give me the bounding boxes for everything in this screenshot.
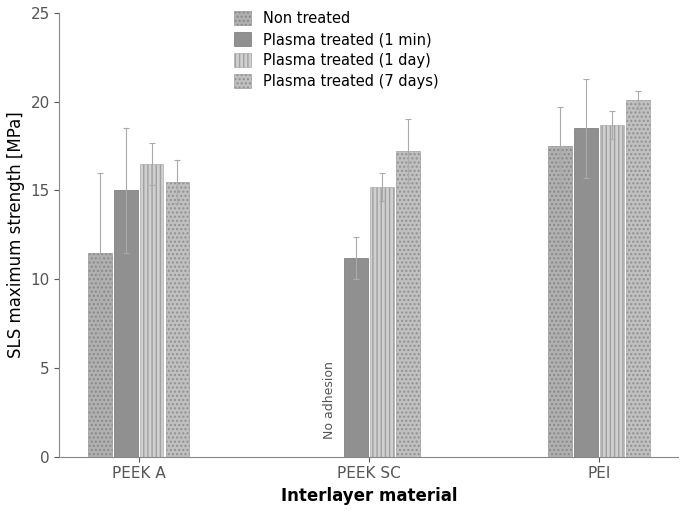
Bar bbox=[370, 187, 394, 457]
Bar bbox=[548, 146, 572, 457]
Bar bbox=[600, 125, 624, 457]
Bar bbox=[114, 190, 138, 457]
Legend: Non treated, Plasma treated (1 min), Plasma treated (1 day), Plasma treated (7 d: Non treated, Plasma treated (1 min), Pla… bbox=[234, 11, 438, 89]
Text: No adhesion: No adhesion bbox=[323, 361, 336, 439]
X-axis label: Interlayer material: Interlayer material bbox=[281, 487, 457, 505]
Bar bbox=[344, 258, 368, 457]
Bar bbox=[626, 100, 649, 457]
Bar bbox=[166, 182, 189, 457]
Bar bbox=[140, 164, 164, 457]
Y-axis label: SLS maximum strength [MPa]: SLS maximum strength [MPa] bbox=[7, 112, 25, 358]
Bar bbox=[88, 252, 112, 457]
Bar bbox=[396, 152, 419, 457]
Bar bbox=[574, 129, 598, 457]
